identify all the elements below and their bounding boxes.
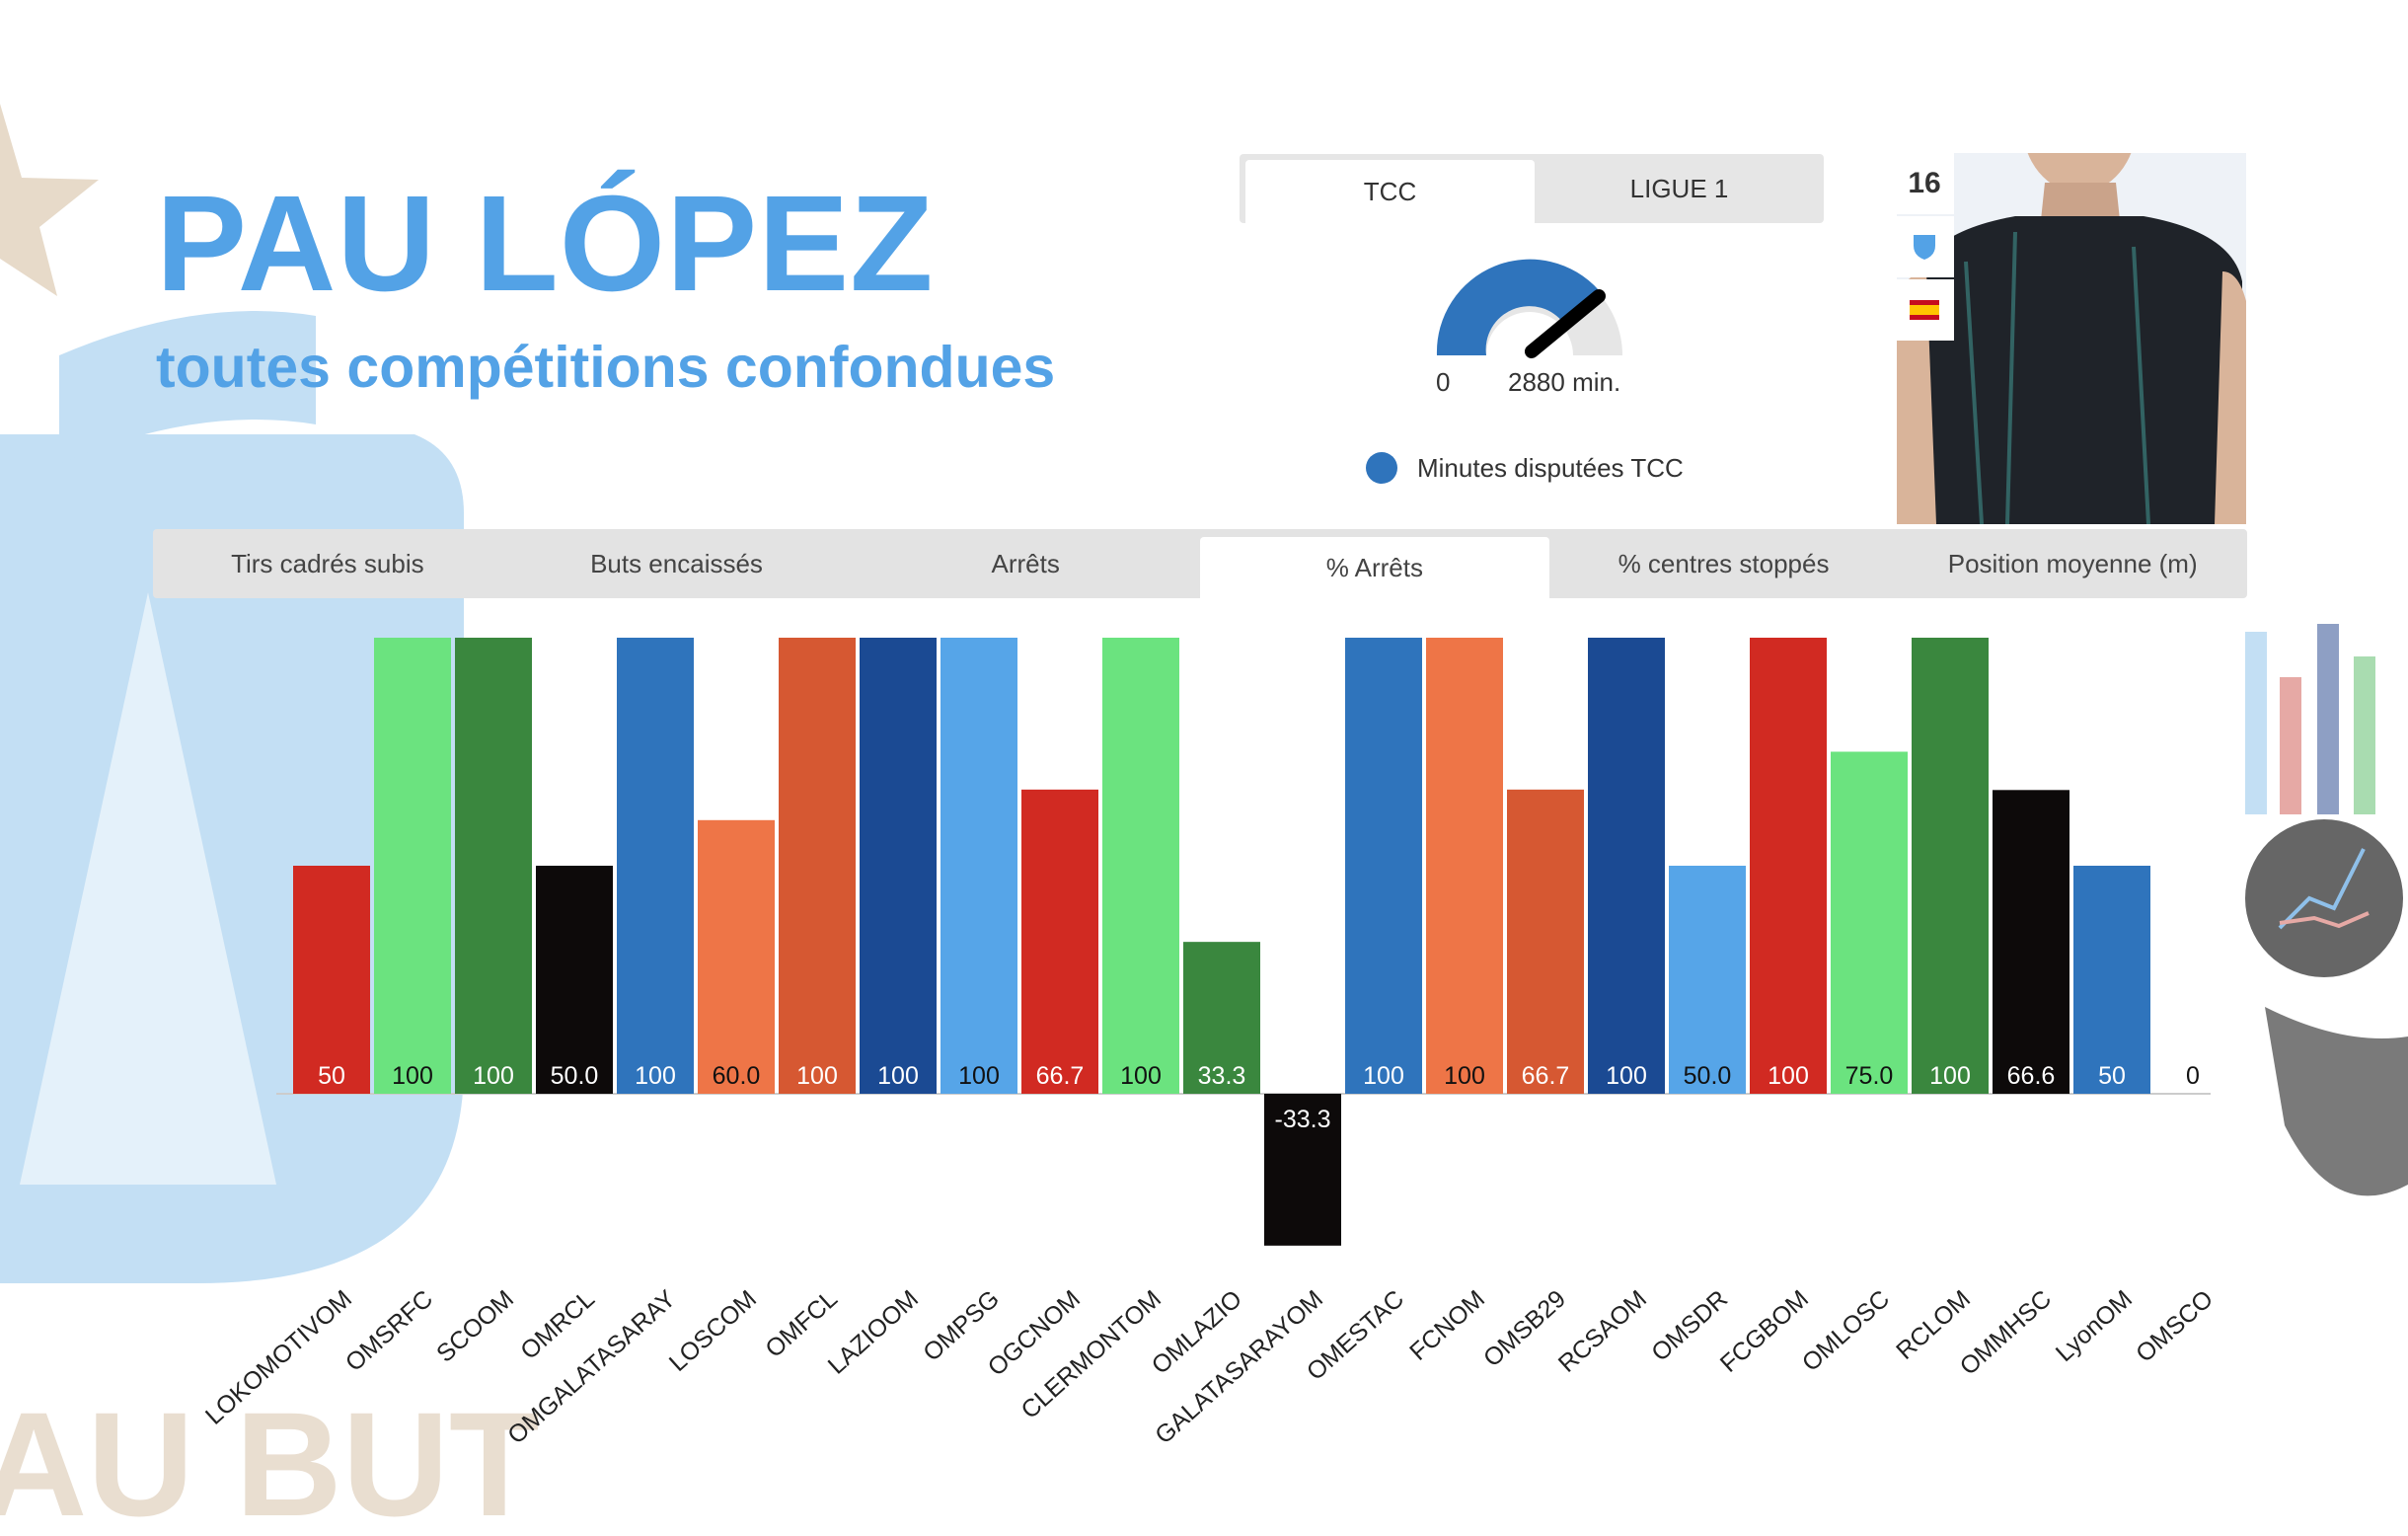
tab-buts-encaisses[interactable]: Buts encaissés — [590, 548, 763, 578]
tab-pct-arrets[interactable]: % Arrêts — [1200, 537, 1549, 598]
deco-line-chart-icon — [2245, 819, 2403, 977]
tab-ligue-1[interactable]: LIGUE 1 — [1629, 173, 1729, 203]
x-tick-label: LAZIOOM — [823, 1285, 924, 1380]
bar-value-label: 100 — [1444, 1062, 1485, 1090]
legend-label: Minutes disputées TCC — [1417, 452, 1684, 483]
bar-value-label: 100 — [1929, 1062, 1971, 1090]
jersey-number: 16 — [1908, 167, 1941, 199]
bar-rcsaom[interactable] — [1588, 638, 1665, 1094]
bar-value-label: 100 — [1606, 1062, 1647, 1090]
bar-rclom[interactable] — [1912, 638, 1989, 1094]
x-tick-label: SCOOM — [431, 1285, 519, 1368]
bar-value-label: 50.0 — [1684, 1062, 1732, 1090]
bar-ommhsc[interactable] — [1993, 790, 2069, 1094]
bar-lokomotivom[interactable] — [293, 866, 370, 1094]
club-logo-inner — [20, 592, 276, 1185]
bar-value-label: 100 — [1120, 1062, 1162, 1090]
tab-position-moyenne[interactable]: Position moyenne (m) — [1947, 548, 2198, 578]
bar-value-label: 100 — [877, 1062, 919, 1090]
bar-galatasarayom[interactable] — [1264, 1094, 1341, 1246]
gauge-needle — [1525, 289, 1606, 358]
bar-value-label: 100 — [1363, 1062, 1404, 1090]
gauge-fill — [1436, 259, 1599, 355]
background-text: AU BUT — [0, 1381, 540, 1536]
bar-value-label: 100 — [473, 1062, 514, 1090]
bar-value-label: 66.7 — [1522, 1062, 1570, 1090]
minutes-gauge — [1436, 259, 1622, 358]
bar-lyonom[interactable] — [2073, 866, 2150, 1094]
bar-fcnom[interactable] — [1426, 638, 1503, 1094]
player-photo — [1897, 54, 2246, 525]
bar-value-label: 100 — [392, 1062, 433, 1090]
x-tick-label: CLERMONTOM — [1016, 1285, 1166, 1424]
bar-omgalatasaray[interactable] — [617, 638, 694, 1094]
x-tick-label: OMLOSC — [1797, 1285, 1895, 1377]
bar-value-label: 100 — [635, 1062, 676, 1090]
x-tick-label: OMSCO — [2131, 1285, 2219, 1368]
bar-ompsg[interactable] — [941, 638, 1017, 1094]
bar-lazioom[interactable] — [860, 638, 937, 1094]
page-subtitle: toutes compétitions confondues — [156, 335, 1056, 400]
bar-omfcl[interactable] — [779, 638, 856, 1094]
bar-value-label: 50 — [2098, 1062, 2126, 1090]
legend-dot — [1366, 452, 1397, 484]
gauge-value-label: 2880 min. — [1508, 367, 1621, 397]
deco-face-icon — [2265, 1007, 2408, 1196]
tab-tirs-cadres-subis[interactable]: Tirs cadrés subis — [231, 548, 424, 578]
tab-arrets[interactable]: Arrêts — [991, 548, 1060, 578]
bar-value-label: 33.3 — [1198, 1062, 1246, 1090]
bar-omsrfc[interactable] — [374, 638, 451, 1094]
player-badges: 16 — [1895, 153, 1956, 343]
bar-value-label: 66.7 — [1036, 1062, 1085, 1090]
gauge-legend: Minutes disputées TCC — [1366, 452, 1684, 484]
x-tick-label: RCSAOM — [1553, 1285, 1652, 1378]
bar-omestac[interactable] — [1345, 638, 1422, 1094]
x-tick-label: OMSRFC — [340, 1285, 438, 1377]
bar-value-label: 100 — [1768, 1062, 1809, 1090]
x-tick-label: FCGBOM — [1715, 1285, 1814, 1378]
bar-ogcnom[interactable] — [1021, 789, 1098, 1094]
bar-omrcl[interactable] — [536, 866, 613, 1094]
player-name: PAU LÓPEZ — [156, 168, 935, 320]
bar-omsb29[interactable] — [1507, 789, 1584, 1094]
bar-omsdr[interactable] — [1669, 866, 1746, 1094]
x-tick-label: LOKOMOTIVOM — [200, 1285, 357, 1430]
gauge-min-label: 0 — [1436, 367, 1451, 397]
bar-value-label: -33.3 — [1275, 1106, 1331, 1133]
bar-loscom[interactable] — [698, 819, 775, 1094]
x-tick-label: LyonOM — [2051, 1285, 2138, 1367]
side-decoration — [2245, 624, 2408, 1196]
bar-value-label: 0 — [2186, 1062, 2200, 1090]
club-logo-arc — [59, 311, 316, 464]
x-tick-label: LOSCOM — [664, 1285, 762, 1377]
deco-bar-icon — [2245, 632, 2267, 814]
bar-value-label: 50.0 — [551, 1062, 599, 1090]
star-decoration — [0, 104, 99, 296]
tab-pct-centres-stoppes[interactable]: % centres stoppés — [1618, 548, 1830, 578]
bar-value-label: 100 — [958, 1062, 1000, 1090]
bar-value-label: 100 — [796, 1062, 838, 1090]
bar-clermontom[interactable] — [1102, 638, 1179, 1094]
x-tick-label: FCNOM — [1404, 1285, 1490, 1366]
flag-spain-icon — [1910, 300, 1939, 320]
bar-value-label: 75.0 — [1845, 1062, 1894, 1090]
tab-tcc[interactable]: TCC — [1245, 160, 1535, 223]
bar-fcgbom[interactable] — [1750, 638, 1827, 1094]
bar-value-label: 60.0 — [713, 1062, 761, 1090]
bar-value-label: 66.6 — [2007, 1062, 2056, 1090]
stat-tabs: Tirs cadrés subis Buts encaissés Arrêts … — [153, 529, 2247, 598]
shield-icon — [1914, 235, 1935, 260]
bar-value-label: 50 — [318, 1062, 345, 1090]
bar-scoom[interactable] — [455, 638, 532, 1094]
bar-omlosc[interactable] — [1831, 751, 1908, 1095]
competition-tabs: TCC LIGUE 1 — [1240, 154, 1824, 223]
bar-omlazio[interactable] — [1183, 942, 1260, 1094]
